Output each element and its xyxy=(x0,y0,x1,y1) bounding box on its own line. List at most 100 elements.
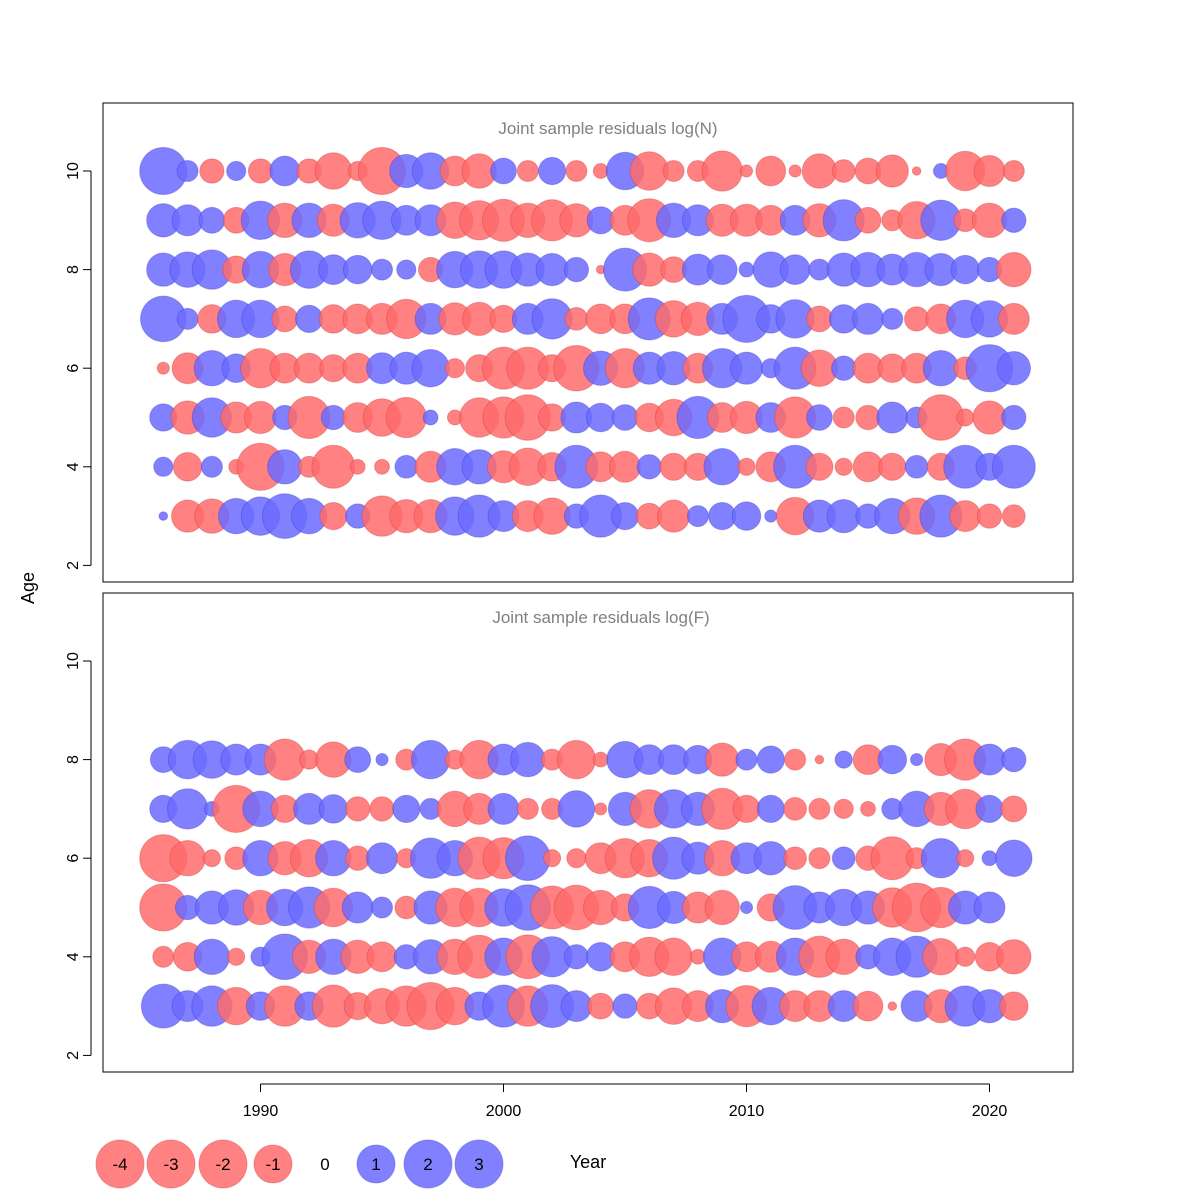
residual-bubble xyxy=(755,155,787,187)
residual-bubble xyxy=(903,306,930,332)
residual-bubble xyxy=(991,444,1036,489)
residual-bubble xyxy=(344,746,372,774)
residual-bubble xyxy=(996,251,1032,288)
residual-bubble xyxy=(737,457,756,476)
axes-layer: 2 4 6 8 10 2 4 6 8 10 1990 2000 2010 2020 xyxy=(65,162,1007,1120)
residual-bubble xyxy=(831,846,856,871)
residual-bubble xyxy=(852,990,884,1022)
y-tick-label: 6 xyxy=(65,854,82,863)
residual-bubble xyxy=(973,743,1006,776)
x-tick-label: 2020 xyxy=(972,1103,1008,1120)
y-tick-label: 8 xyxy=(65,265,82,274)
legend-label: 2 xyxy=(423,1155,432,1174)
residual-bubble xyxy=(311,444,356,489)
legend-bubble xyxy=(198,1139,248,1189)
residual-bubble xyxy=(834,750,853,769)
residual-bubble xyxy=(876,401,909,434)
residual-bubble xyxy=(731,501,762,531)
residual-bubble xyxy=(345,796,371,822)
y-tick-label: 4 xyxy=(65,952,82,961)
legend-bubble xyxy=(356,1144,396,1184)
residual-bubble xyxy=(385,396,427,439)
residual-bubble xyxy=(753,841,788,876)
residual-bubble xyxy=(783,846,807,871)
residual-bubble xyxy=(831,159,856,183)
residual-bubble xyxy=(374,458,390,475)
residual-bubble xyxy=(314,152,353,190)
residual-bubble xyxy=(834,457,853,476)
residual-bubble xyxy=(341,891,374,924)
residual-bubble xyxy=(706,254,738,285)
residual-bubble xyxy=(981,850,998,867)
residual-bubble xyxy=(171,204,204,237)
residual-bubble xyxy=(172,452,203,482)
residual-bubble xyxy=(247,158,274,184)
legend-label: 0 xyxy=(320,1155,329,1174)
residual-bubble xyxy=(729,351,764,385)
residual-bubble xyxy=(764,509,778,523)
residual-bubble xyxy=(956,849,975,868)
residual-bubble xyxy=(805,452,834,481)
residual-bubble xyxy=(904,454,929,479)
residual-bubble xyxy=(611,404,639,431)
y-tick-label: 10 xyxy=(65,652,82,670)
x-tick-label: 2000 xyxy=(486,1103,522,1120)
residual-bubble xyxy=(320,404,347,431)
residual-bubble xyxy=(169,839,206,877)
residual-bubble xyxy=(319,501,348,531)
legend-label: 3 xyxy=(474,1155,483,1174)
residual-bubble xyxy=(202,849,222,868)
residual-bubble xyxy=(535,253,569,287)
residual-bubble xyxy=(490,157,517,185)
residual-bubble xyxy=(392,794,421,824)
y-tick-label: 10 xyxy=(65,162,82,180)
residual-bubble xyxy=(851,302,885,335)
residual-bubble xyxy=(566,848,587,869)
residual-bubble xyxy=(881,307,904,330)
residual-bubble xyxy=(705,742,740,777)
legend-bubble xyxy=(95,1139,145,1189)
residual-bubble xyxy=(176,159,199,183)
residual-bubble xyxy=(1001,504,1026,528)
legend-label: -2 xyxy=(215,1155,230,1174)
legend-bubble xyxy=(454,1139,504,1189)
residual-bubble xyxy=(198,206,226,234)
residual-bubble xyxy=(271,305,299,333)
residual-bubble xyxy=(911,166,922,176)
residual-bubble xyxy=(176,307,199,330)
residual-bubble xyxy=(516,797,539,820)
residual-bubble xyxy=(922,938,960,976)
residual-bubble xyxy=(808,797,831,820)
residual-bubble xyxy=(516,159,539,183)
residual-bubble xyxy=(1001,404,1027,431)
residual-bubble xyxy=(422,409,439,426)
panel-title-top: Joint sample residuals log(N) xyxy=(498,119,717,138)
residual-bubble xyxy=(910,753,924,767)
panel-bubbles-1 xyxy=(139,738,1033,1031)
residual-bubble xyxy=(739,900,754,915)
residual-bubble xyxy=(920,837,962,879)
residual-bubble xyxy=(243,400,278,435)
legend-label: -3 xyxy=(163,1155,178,1174)
residual-bubble xyxy=(756,794,785,824)
residual-bubble xyxy=(342,254,373,285)
residual-bubble xyxy=(887,1001,898,1011)
residual-bubble xyxy=(860,800,876,817)
panel-title-bottom: Joint sample residuals log(F) xyxy=(492,608,709,627)
residual-bubble xyxy=(411,348,450,388)
residual-bubble xyxy=(956,408,975,427)
residual-bubble xyxy=(805,404,833,431)
residual-bubble xyxy=(444,358,466,379)
y-tick-label: 8 xyxy=(65,755,82,764)
residual-bubble xyxy=(564,307,589,331)
residual-bubble xyxy=(563,944,590,970)
residual-bubble xyxy=(585,402,616,433)
residual-bubble xyxy=(654,937,693,977)
residual-bubble xyxy=(610,501,640,531)
residual-bubble xyxy=(295,304,324,333)
residual-bubble xyxy=(832,406,855,429)
residual-bubble xyxy=(995,839,1033,877)
residual-bubble xyxy=(152,945,175,968)
residual-bubble xyxy=(349,458,366,475)
